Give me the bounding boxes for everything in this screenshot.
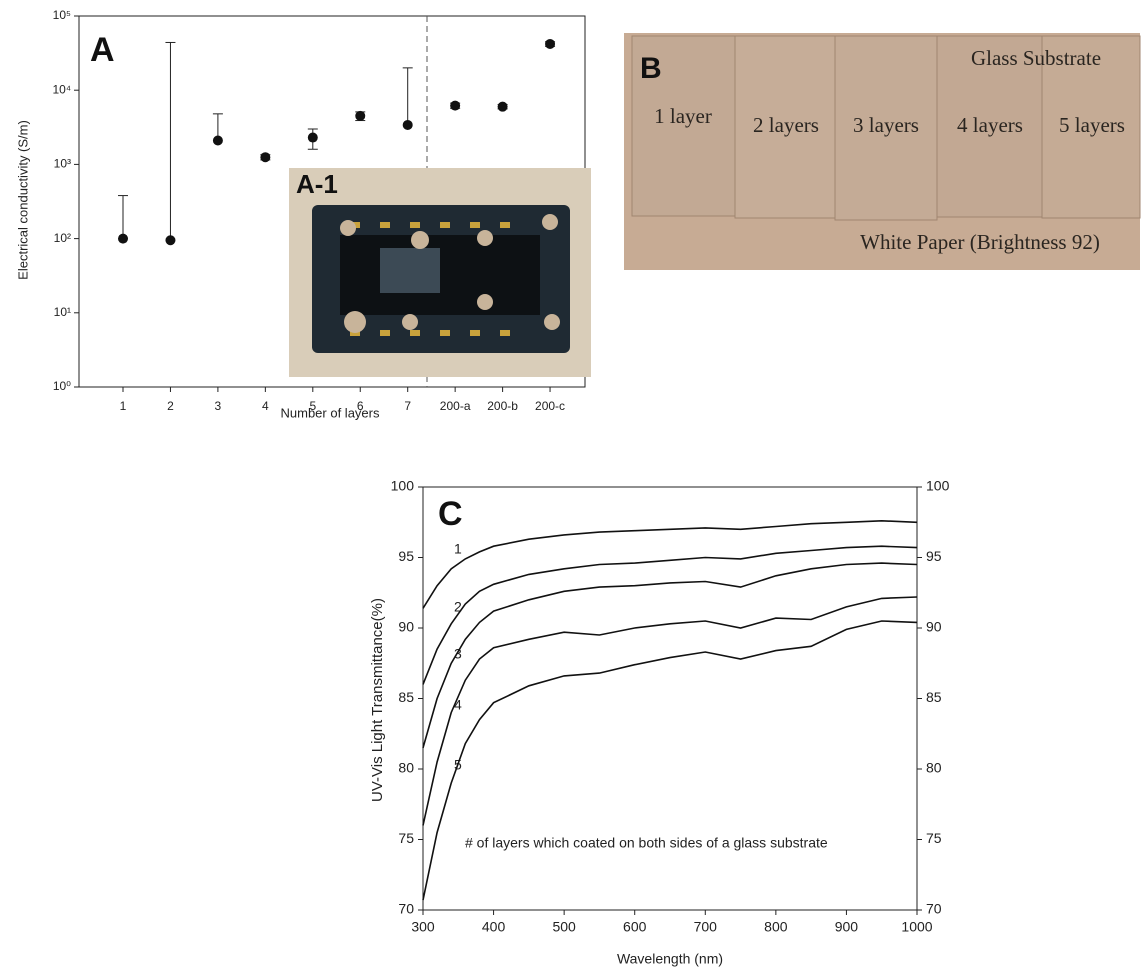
y-tick-label: 10¹	[54, 305, 71, 319]
strip-label: 4 layers	[957, 113, 1023, 137]
y-tick-label: 85	[398, 689, 414, 705]
y-tick-label: 100	[391, 478, 415, 494]
panel-label: B	[640, 52, 662, 85]
x-tick-label: 600	[623, 919, 647, 935]
y-tick-label: 80	[398, 760, 414, 776]
y-tick-label: 70	[398, 901, 414, 917]
y2-tick-label: 85	[926, 689, 942, 705]
strip-label: 3 layers	[853, 113, 919, 137]
x-tick-label: 7	[404, 399, 411, 413]
series-label: 2	[454, 599, 462, 615]
photo-label: Glass Substrate	[971, 46, 1101, 70]
panel-label: A	[90, 31, 115, 69]
data-point	[165, 235, 176, 246]
x-tick-label: 1000	[901, 919, 932, 935]
y-tick-label: 75	[398, 830, 414, 846]
x-tick-label: 300	[411, 919, 435, 935]
y2-tick-label: 90	[926, 619, 942, 635]
data-line	[422, 519, 918, 609]
data-point	[118, 233, 128, 244]
y-tick-label: 10³	[54, 157, 71, 171]
x-axis-label: Wavelength (nm)	[617, 951, 723, 967]
x-tick-label: 500	[552, 919, 576, 935]
y-tick-label: 10⁰	[53, 379, 71, 393]
data-line	[422, 545, 918, 685]
x-tick-label: 6	[357, 399, 364, 413]
inset-label: A-1	[296, 169, 338, 199]
y-axis-label: UV-Vis Light Transmittance(%)	[369, 598, 386, 802]
y2-tick-label: 75	[926, 830, 942, 846]
x-tick-label: 200-a	[440, 399, 471, 413]
y-tick-label: 10⁵	[53, 8, 71, 22]
x-tick-label: 200-c	[535, 399, 565, 413]
data-point	[497, 101, 508, 112]
x-tick-label: 200-b	[487, 399, 518, 413]
y2-tick-label: 100	[926, 478, 950, 494]
x-axis-label: Number of layers	[281, 405, 380, 420]
data-line	[422, 562, 918, 749]
x-tick-label: 900	[835, 919, 859, 935]
y-tick-label: 10⁴	[52, 82, 71, 96]
data-point	[450, 100, 461, 111]
data-line	[422, 596, 918, 826]
x-tick-label: 700	[694, 919, 718, 935]
photo-b: B Glass Substrate 1 layer 2 layers 3 lay…	[624, 33, 1141, 270]
data-point	[260, 152, 271, 163]
panel-label: C	[438, 495, 463, 533]
data-point	[307, 132, 318, 143]
y-axis-label: Electrical conductivity (S/m)	[15, 120, 30, 280]
x-tick-label: 1	[120, 399, 127, 413]
series-label: 1	[454, 541, 462, 557]
inset-photo: A-1	[289, 168, 591, 377]
x-tick-label: 400	[482, 919, 506, 935]
x-tick-label: 5	[309, 399, 316, 413]
annotation: # of layers which coated on both sides o…	[465, 835, 828, 851]
y-tick-label: 95	[398, 548, 414, 564]
series-label: 4	[454, 697, 462, 713]
y2-tick-label: 70	[926, 901, 942, 917]
data-line	[422, 620, 918, 901]
y-tick-label: 90	[398, 619, 414, 635]
series-label: 3	[454, 646, 462, 662]
data-point	[212, 135, 223, 146]
y2-tick-label: 95	[926, 548, 942, 564]
x-tick-label: 800	[764, 919, 788, 935]
data-point	[545, 38, 556, 49]
x-tick-label: 2	[167, 399, 174, 413]
y2-tick-label: 80	[926, 760, 942, 776]
strip-label: 5 layers	[1059, 113, 1125, 137]
x-tick-label: 3	[215, 399, 222, 413]
photo-label: White Paper (Brightness 92)	[860, 230, 1100, 254]
strip-label: 2 layers	[753, 113, 819, 137]
strip-label: 1 layer	[654, 104, 712, 128]
y-tick-label: 10²	[54, 231, 71, 245]
data-point	[355, 110, 366, 121]
data-point	[402, 119, 413, 130]
x-tick-label: 4	[262, 399, 269, 413]
